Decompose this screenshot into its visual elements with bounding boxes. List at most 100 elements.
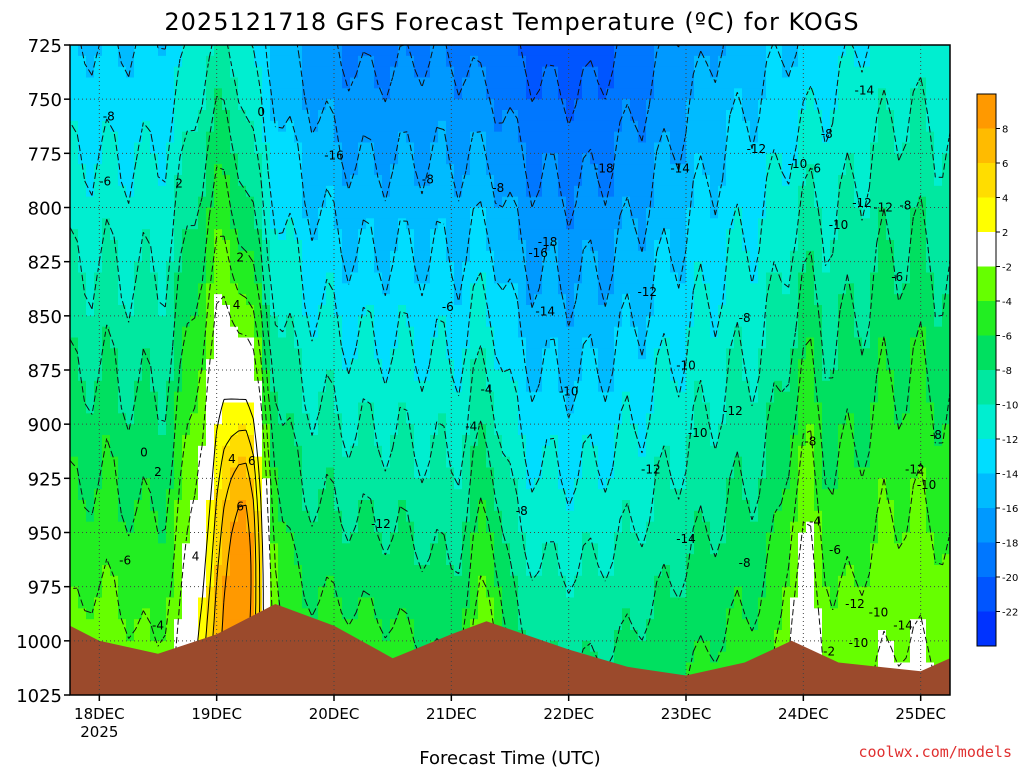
field-cell bbox=[470, 153, 479, 165]
field-cell bbox=[422, 110, 431, 122]
field-cell bbox=[622, 586, 631, 599]
field-cell bbox=[358, 467, 367, 479]
field-cell bbox=[110, 250, 119, 263]
field-cell bbox=[558, 45, 567, 57]
field-cell bbox=[558, 272, 567, 284]
field-cell bbox=[78, 131, 87, 144]
field-cell bbox=[334, 500, 343, 512]
field-cell bbox=[214, 337, 223, 349]
field-cell bbox=[534, 391, 543, 404]
field-cell bbox=[158, 229, 167, 241]
field-cell bbox=[438, 337, 447, 349]
field-cell bbox=[326, 153, 335, 165]
field-cell bbox=[198, 99, 207, 111]
field-cell bbox=[118, 326, 127, 339]
field-cell bbox=[622, 651, 631, 664]
field-cell bbox=[182, 261, 191, 274]
field-cell bbox=[598, 597, 607, 609]
field-cell bbox=[550, 315, 559, 328]
field-cell bbox=[262, 348, 271, 360]
field-cell bbox=[438, 240, 447, 252]
field-cell bbox=[526, 489, 535, 501]
field-cell bbox=[174, 543, 183, 555]
field-cell bbox=[94, 294, 103, 306]
field-cell bbox=[94, 142, 103, 154]
field-cell bbox=[318, 532, 327, 544]
field-cell bbox=[286, 196, 295, 209]
field-cell bbox=[294, 185, 303, 198]
field-cell bbox=[126, 326, 135, 339]
field-cell bbox=[174, 521, 183, 534]
field-cell bbox=[462, 575, 471, 588]
field-cell bbox=[294, 575, 303, 588]
field-cell bbox=[326, 532, 335, 544]
field-cell bbox=[102, 315, 111, 328]
field-cell bbox=[542, 467, 551, 479]
field-cell bbox=[526, 597, 535, 609]
field-cell bbox=[126, 478, 135, 490]
field-cell bbox=[510, 55, 519, 68]
field-cell bbox=[414, 554, 423, 566]
field-cell bbox=[478, 196, 487, 209]
field-cell bbox=[726, 435, 735, 447]
field-cell bbox=[574, 77, 583, 89]
field-cell bbox=[702, 380, 711, 393]
field-cell bbox=[86, 543, 95, 555]
field-cell bbox=[494, 456, 503, 469]
field-cell bbox=[534, 305, 543, 317]
field-cell bbox=[630, 131, 639, 144]
field-cell bbox=[462, 153, 471, 165]
field-cell bbox=[102, 500, 111, 512]
chart-title: 2025121718 GFS Forecast Temperature (ºC)… bbox=[164, 8, 859, 36]
field-cell bbox=[78, 326, 87, 339]
field-cell bbox=[358, 153, 367, 165]
field-cell bbox=[630, 402, 639, 414]
field-cell bbox=[230, 142, 239, 154]
field-cell bbox=[494, 99, 503, 111]
field-cell bbox=[638, 521, 647, 534]
field-cell bbox=[694, 554, 703, 566]
field-cell bbox=[470, 456, 479, 469]
field-cell bbox=[286, 554, 295, 566]
field-cell bbox=[438, 120, 447, 133]
field-cell bbox=[94, 521, 103, 534]
field-cell bbox=[638, 575, 647, 588]
field-cell bbox=[166, 597, 175, 609]
field-cell bbox=[646, 283, 655, 295]
field-cell bbox=[590, 272, 599, 284]
field-cell bbox=[246, 110, 255, 122]
field-cell bbox=[358, 175, 367, 187]
field-cell bbox=[558, 565, 567, 577]
field-cell bbox=[326, 88, 335, 100]
field-cell bbox=[102, 565, 111, 577]
field-cell bbox=[486, 131, 495, 144]
field-cell bbox=[158, 391, 167, 404]
field-cell bbox=[662, 500, 671, 512]
field-cell bbox=[614, 565, 623, 577]
field-cell bbox=[86, 510, 95, 523]
field-cell bbox=[566, 326, 575, 339]
field-cell bbox=[550, 164, 559, 176]
field-cell bbox=[534, 554, 543, 566]
field-cell bbox=[406, 272, 415, 284]
field-cell bbox=[334, 142, 343, 154]
field-cell bbox=[246, 120, 255, 133]
field-cell bbox=[126, 370, 135, 382]
field-cell bbox=[158, 489, 167, 501]
field-cell bbox=[406, 164, 415, 176]
field-cell bbox=[478, 575, 487, 588]
field-cell bbox=[318, 456, 327, 469]
field-cell bbox=[702, 467, 711, 479]
field-cell bbox=[582, 196, 591, 209]
field-cell bbox=[350, 489, 359, 501]
field-cell bbox=[694, 55, 703, 68]
field-cell bbox=[142, 55, 151, 68]
field-cell bbox=[262, 575, 271, 588]
field-cell bbox=[286, 413, 295, 425]
field-cell bbox=[654, 608, 663, 620]
field-cell bbox=[254, 489, 263, 501]
field-cell bbox=[526, 261, 535, 274]
field-cell bbox=[86, 45, 95, 57]
field-cell bbox=[326, 359, 335, 371]
field-cell bbox=[390, 380, 399, 393]
